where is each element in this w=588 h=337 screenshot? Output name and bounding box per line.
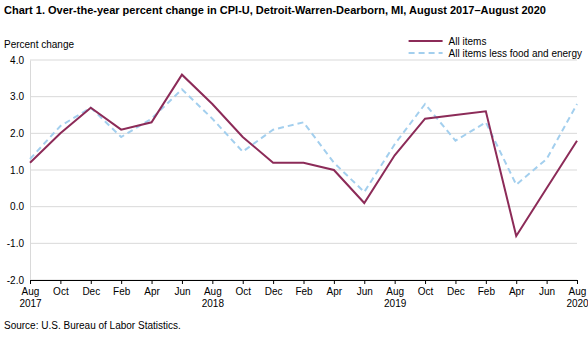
x-tick-label: Apr bbox=[144, 286, 160, 297]
x-tick-label: Dec bbox=[265, 286, 283, 297]
grid-line bbox=[30, 243, 577, 244]
x-tick-mark bbox=[486, 280, 487, 284]
x-tick-mark bbox=[152, 280, 153, 284]
legend-swatch bbox=[409, 40, 443, 42]
x-tick-label: Jun bbox=[174, 286, 190, 297]
x-tick-mark bbox=[304, 280, 305, 284]
x-tick-mark bbox=[455, 280, 456, 284]
series-line bbox=[30, 75, 577, 236]
x-tick-label: Jun bbox=[539, 286, 555, 297]
y-tick: 0.0 bbox=[10, 201, 30, 212]
y-tick-label: -1.0 bbox=[7, 238, 25, 249]
y-axis-title: Percent change bbox=[4, 39, 74, 50]
x-tick-mark bbox=[121, 280, 122, 284]
grid-line bbox=[30, 170, 577, 171]
x-tick-mark bbox=[577, 280, 578, 284]
legend-label: All items less food and energy bbox=[449, 48, 582, 59]
x-tick-mark bbox=[334, 280, 335, 284]
x-tick-label: Dec bbox=[82, 286, 100, 297]
y-tick: 4.0 bbox=[10, 55, 30, 66]
y-tick: 3.0 bbox=[10, 91, 30, 102]
y-tick: -1.0 bbox=[7, 238, 30, 249]
x-tick: Oct bbox=[53, 280, 69, 297]
y-tick-label: -2.0 bbox=[7, 275, 25, 286]
x-tick: Dec bbox=[447, 280, 465, 297]
x-tick-mark bbox=[243, 280, 244, 284]
title: Chart 1. Over-the-year percent change in… bbox=[4, 4, 546, 16]
x-tick: Apr bbox=[144, 280, 160, 297]
x-tick-mark bbox=[91, 280, 92, 284]
x-tick: Aug2019 bbox=[384, 280, 407, 309]
x-tick-label: Feb bbox=[113, 286, 131, 297]
x-tick-label: Dec bbox=[447, 286, 465, 297]
x-tick: Aug2018 bbox=[202, 280, 225, 309]
lines bbox=[30, 75, 577, 236]
x-tick: Oct bbox=[418, 280, 434, 297]
x-tick-label: Aug2018 bbox=[202, 286, 225, 309]
x-tick-label: Jun bbox=[357, 286, 373, 297]
x-tick: Dec bbox=[265, 280, 283, 297]
y-tick-label: 0.0 bbox=[10, 201, 24, 212]
x-tick-label: Feb bbox=[295, 286, 313, 297]
x-tick: Feb bbox=[478, 280, 496, 297]
x-tick-mark bbox=[60, 280, 61, 284]
x-tick-label: Apr bbox=[509, 286, 525, 297]
x-tick-label: Feb bbox=[478, 286, 496, 297]
x-tick-mark bbox=[212, 280, 213, 284]
x-tick: Jun bbox=[539, 280, 555, 297]
x-tick-label: Apr bbox=[327, 286, 343, 297]
y-tick-label: 4.0 bbox=[10, 55, 24, 66]
x-tick-label: Oct bbox=[418, 286, 434, 297]
x-tick-mark bbox=[30, 280, 31, 284]
x-tick-mark bbox=[516, 280, 517, 284]
x-tick-mark bbox=[395, 280, 396, 284]
x-tick: Aug2017 bbox=[19, 280, 42, 309]
x-tick-mark bbox=[547, 280, 548, 284]
x-tick-label: Aug2020 bbox=[566, 286, 588, 309]
legend: All itemsAll items less food and energy bbox=[409, 36, 582, 59]
grid-line bbox=[30, 133, 577, 134]
grid bbox=[30, 60, 577, 280]
y-tick-label: 1.0 bbox=[10, 165, 24, 176]
x-tick: Oct bbox=[235, 280, 251, 297]
x-tick: Jun bbox=[174, 280, 190, 297]
y-tick: -2.0 bbox=[7, 275, 30, 286]
y-axis: -2.0 -1.0 0.0 1.0 2.0 3.0 4.0 bbox=[7, 55, 31, 286]
x-tick: Aug2020 bbox=[566, 280, 588, 309]
x-axis: Aug2017 Oct Dec Feb Apr Jun Aug2018 Oct Dec Feb Ap… bbox=[19, 280, 588, 309]
grid-line bbox=[30, 206, 577, 207]
x-tick-mark bbox=[273, 280, 274, 284]
x-tick-label: Oct bbox=[53, 286, 69, 297]
legend-label: All items bbox=[449, 36, 487, 47]
series-line bbox=[30, 89, 577, 192]
y-tick: 1.0 bbox=[10, 165, 30, 176]
grid-line bbox=[30, 60, 577, 61]
x-tick: Apr bbox=[509, 280, 525, 297]
source: Source: U.S. Bureau of Labor Statistics. bbox=[4, 320, 181, 331]
x-tick: Feb bbox=[113, 280, 131, 297]
x-tick-mark bbox=[182, 280, 183, 284]
x-tick-label: Aug2019 bbox=[384, 286, 407, 309]
x-tick: Dec bbox=[82, 280, 100, 297]
y-axis-line bbox=[30, 61, 31, 281]
y-tick-label: 3.0 bbox=[10, 91, 24, 102]
grid-line bbox=[30, 96, 577, 97]
x-tick-mark bbox=[364, 280, 365, 284]
x-tick-label: Oct bbox=[235, 286, 251, 297]
y-tick-label: 2.0 bbox=[10, 128, 24, 139]
x-tick: Apr bbox=[327, 280, 343, 297]
y-tick: 2.0 bbox=[10, 128, 30, 139]
legend-swatch bbox=[409, 52, 443, 54]
x-tick-label: Aug2017 bbox=[19, 286, 42, 309]
x-tick-mark bbox=[425, 280, 426, 284]
x-tick: Jun bbox=[357, 280, 373, 297]
x-tick: Feb bbox=[295, 280, 313, 297]
chart: Chart 1. Over-the-year percent change in… bbox=[0, 0, 588, 337]
